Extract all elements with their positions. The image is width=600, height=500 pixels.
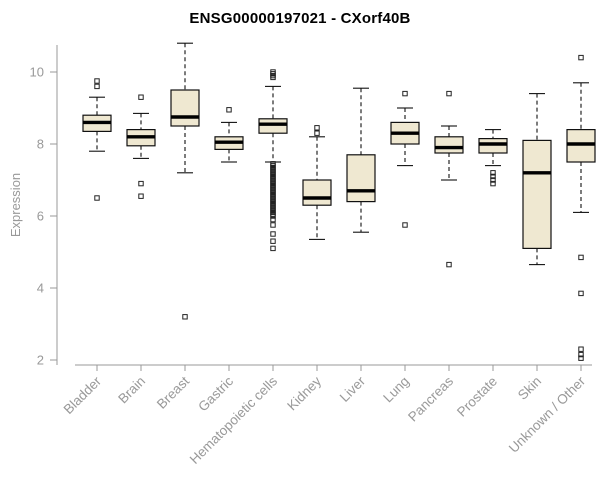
outlier-point: [490, 177, 496, 183]
x-category-label: Breast: [154, 373, 192, 411]
iqr-box: [258, 118, 288, 134]
y-tick-label: 6: [37, 209, 44, 224]
x-category-label: Prostate: [454, 374, 500, 420]
x-category-label: Unknown / Other: [506, 373, 589, 456]
boxplot-gastric: [214, 107, 244, 163]
x-category-label: Brain: [115, 374, 148, 407]
x-category-label: Skin: [515, 374, 544, 403]
boxplot-liver: [346, 87, 376, 233]
boxplot-breast: [170, 42, 200, 320]
y-axis-label: Expression: [8, 172, 23, 238]
outlier-point: [578, 351, 584, 358]
outlier-point: [490, 173, 496, 180]
outlier-point: [270, 216, 276, 223]
outlier-point: [270, 74, 276, 81]
outlier-point: [138, 193, 144, 199]
y-tick-label: 2: [37, 353, 44, 368]
outlier-point: [490, 180, 496, 187]
outlier-point: [578, 254, 584, 261]
outlier-point: [446, 90, 452, 97]
outlier-point: [270, 222, 276, 228]
boxplot-pancreas: [434, 90, 464, 268]
y-tick-label: 10: [30, 65, 44, 80]
iqr-box: [346, 154, 376, 203]
outlier-point: [182, 314, 188, 320]
iqr-box: [566, 129, 596, 163]
outlier-point: [578, 290, 584, 297]
boxplot-unknown-other: [566, 54, 596, 361]
outlier-point: [578, 346, 584, 352]
outlier-point: [578, 54, 584, 61]
outlier-point: [94, 83, 100, 90]
outlier-point: [446, 261, 452, 268]
boxplot-kidney: [302, 125, 332, 240]
boxplot-bladder: [82, 78, 112, 201]
outlier-point: [490, 170, 496, 176]
boxplot-lung: [390, 90, 420, 228]
iqr-box: [522, 139, 552, 249]
outlier-point: [94, 195, 100, 201]
iqr-box: [478, 138, 508, 154]
boxplot-skin: [522, 93, 552, 266]
outlier-point: [314, 125, 320, 131]
x-category-label: Liver: [337, 373, 369, 405]
outlier-point: [270, 245, 276, 252]
iqr-box: [434, 136, 464, 154]
x-category-label: Pancreas: [405, 373, 456, 424]
outlier-point: [138, 94, 144, 100]
outlier-point: [226, 107, 232, 113]
outlier-point: [270, 238, 276, 244]
iqr-box: [170, 89, 200, 127]
boxplot-brain: [126, 94, 156, 199]
x-category-label: Lung: [380, 374, 412, 406]
outlier-point: [270, 213, 276, 219]
iqr-box: [302, 179, 332, 206]
outlier-point: [402, 222, 408, 228]
x-category-label: Hematopoietic cells: [187, 373, 281, 467]
boxplot-hematopoietic-cells: [258, 69, 288, 252]
x-category-label: Gastric: [195, 373, 236, 414]
outlier-point: [578, 355, 584, 361]
outlier-point: [270, 231, 276, 237]
y-tick-label: 4: [37, 281, 44, 296]
y-tick-label: 8: [37, 137, 44, 152]
x-category-label: Kidney: [284, 373, 324, 413]
outlier-point: [314, 130, 320, 136]
outlier-point: [138, 180, 144, 187]
outlier-point: [402, 90, 408, 97]
chart-title: ENSG00000197021 - CXorf40B: [189, 10, 411, 27]
x-category-label: Bladder: [61, 373, 105, 417]
outlier-point: [94, 78, 100, 84]
boxplot-prostate: [478, 129, 508, 187]
